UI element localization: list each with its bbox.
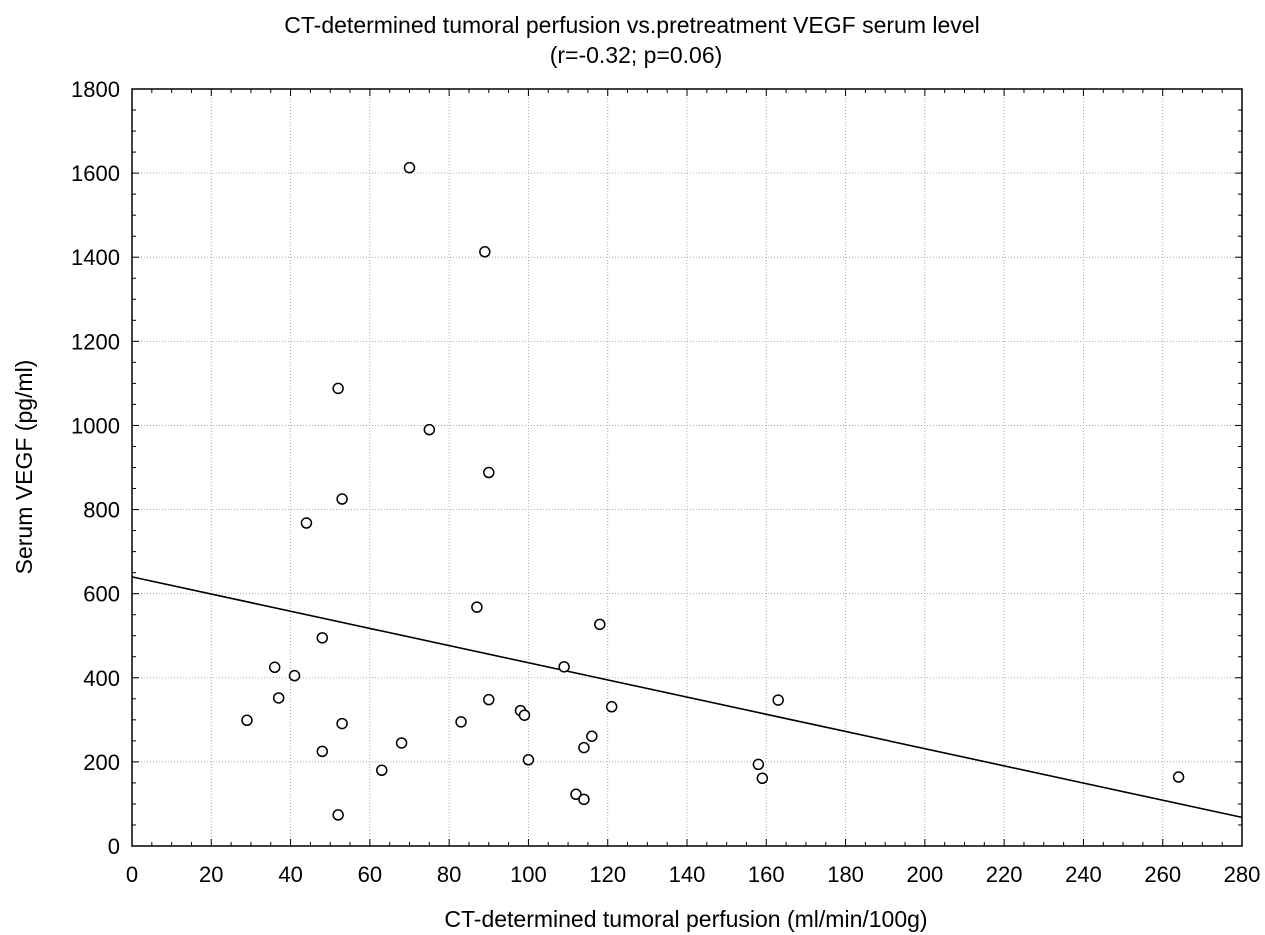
scatter-point (336, 717, 348, 730)
scatter-point (316, 745, 329, 758)
scatter-point (518, 709, 531, 721)
x-tick-label: 160 (748, 862, 785, 887)
x-tick-label: 200 (906, 862, 943, 887)
scatter-point (316, 632, 329, 644)
data-points (241, 161, 1185, 821)
y-tick-label: 1600 (71, 161, 120, 186)
scatter-point (605, 701, 618, 713)
gridlines (132, 89, 1242, 846)
scatter-point (594, 618, 606, 631)
scatter-point (483, 466, 495, 479)
scatter-point (332, 809, 344, 821)
y-tick-label: 800 (83, 498, 120, 523)
y-tick-label: 1800 (71, 77, 120, 102)
scatter-point (455, 716, 467, 728)
chart-title: CT-determined tumoral perfusion vs.pretr… (284, 12, 979, 38)
y-axis-title: Serum VEGF (pg/ml) (11, 360, 37, 575)
y-tick-label: 600 (83, 582, 120, 607)
y-tick-label: 1000 (71, 413, 120, 438)
scatter-point (522, 754, 535, 766)
scatter-point (241, 714, 253, 727)
scatter-point (423, 423, 436, 436)
plot-frame (131, 88, 1243, 847)
scatter-point (376, 764, 388, 777)
y-tick-label: 200 (83, 750, 120, 775)
scatter-point (1172, 771, 1185, 783)
x-axis-ticks: 0 20 40 60 80 100 120 140 160 180 200 220 240 260 280 (126, 89, 1260, 887)
x-tick-label: 60 (358, 862, 382, 887)
x-tick-label: 40 (278, 862, 302, 887)
scatter-point (586, 730, 598, 742)
scatter-point (332, 382, 344, 395)
x-tick-label: 260 (1144, 862, 1181, 887)
x-tick-label: 100 (510, 862, 547, 887)
scatter-point (272, 692, 285, 704)
scatter-point (752, 758, 765, 771)
x-tick-label: 280 (1224, 862, 1261, 887)
scatter-point (483, 693, 495, 706)
scatter-point (300, 517, 313, 529)
x-tick-label: 220 (986, 862, 1023, 887)
scatter-point (288, 669, 301, 682)
y-tick-label: 1200 (71, 329, 120, 354)
x-tick-label: 140 (669, 862, 706, 887)
scatter-point (578, 741, 590, 754)
x-tick-label: 80 (437, 862, 461, 887)
scatter-point (558, 661, 570, 673)
chart-subtitle: (r=-0.32; p=0.06) (550, 42, 723, 68)
scatter-point (395, 737, 408, 749)
x-tick-label: 240 (1065, 862, 1102, 887)
y-axis-ticks: 0 200 400 600 800 1000 1200 1400 1600 1800 (71, 77, 1242, 859)
y-tick-label: 400 (83, 666, 120, 691)
scatter-point (479, 246, 491, 258)
y-tick-label: 0 (108, 834, 120, 859)
scatter-point (268, 661, 281, 674)
x-tick-label: 20 (199, 862, 223, 887)
scatter-point (578, 793, 590, 806)
scatter-point (570, 788, 582, 801)
scatter-point (336, 493, 348, 505)
x-axis-title: CT-determined tumoral perfusion (ml/min/… (444, 906, 927, 932)
scatter-point (471, 601, 483, 613)
scatter-point (756, 772, 769, 785)
scatter-point (772, 694, 784, 706)
regression-line (131, 576, 1243, 819)
y-tick-label: 1400 (71, 245, 120, 270)
x-tick-label: 180 (827, 862, 864, 887)
x-tick-label: 0 (126, 862, 138, 887)
x-tick-label: 120 (589, 862, 626, 887)
scatter-point (403, 161, 416, 174)
